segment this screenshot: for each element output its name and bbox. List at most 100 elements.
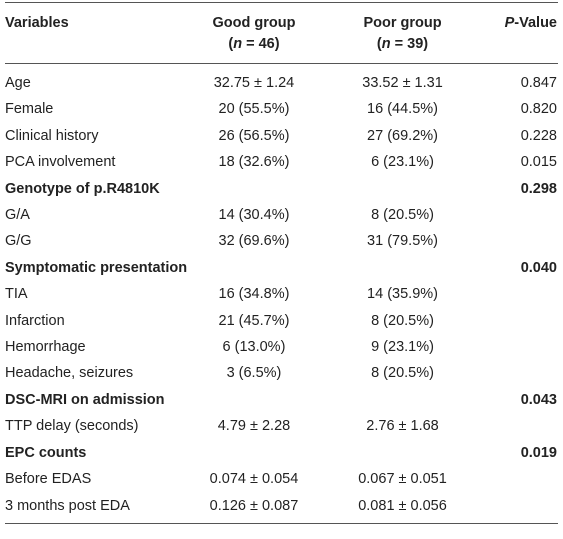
comparison-table: Variables Good group (n = 46) Poor group… (5, 2, 558, 524)
cell-variable: G/A (5, 207, 30, 224)
cell-good-group: 14 (30.4%) (218, 207, 290, 224)
cell-poor-group: 8 (20.5%) (371, 365, 434, 382)
cell-good-group: 16 (34.8%) (218, 286, 290, 303)
table-row: Headache, seizures 3 (6.5%) 8 (20.5%) (5, 360, 558, 386)
table-header: Variables Good group (n = 46) Poor group… (5, 2, 558, 64)
cell-p-value: 0.043 (520, 391, 557, 408)
cell-variable: Headache, seizures (5, 365, 134, 382)
cell-variable: Clinical history (5, 127, 99, 144)
cell-variable: EPC counts (5, 444, 87, 461)
cell-poor-group: 14 (35.9%) (367, 286, 438, 303)
cell-p-value (484, 228, 558, 254)
cell-p-value: 0.820 (520, 101, 557, 118)
cell-p-value (484, 360, 558, 386)
cell-poor-group (321, 440, 484, 466)
cell-good-group: 32.75 ± 1.24 (213, 75, 295, 91)
cell-poor-group: 31 (79.5%) (367, 233, 438, 250)
cell-poor-group: 9 (23.1%) (371, 339, 434, 356)
cell-poor-group: 6 (23.1%) (371, 154, 434, 171)
table-section-row: EPC counts 0.019 (5, 440, 558, 466)
cell-poor-group (321, 387, 484, 413)
cell-good-group: 21 (45.7%) (218, 312, 290, 329)
header-row: Variables Good group (n = 46) Poor group… (5, 2, 558, 64)
cell-poor-group: 8 (20.5%) (371, 312, 434, 329)
cell-p-value (484, 334, 558, 360)
cell-poor-group: 33.52 ± 1.31 (362, 75, 443, 91)
cell-variable: TIA (5, 286, 28, 303)
table-row: Age 32.75 ± 1.24 33.52 ± 1.31 0.847 (5, 64, 558, 97)
cell-poor-group: 0.067 ± 0.051 (358, 471, 447, 488)
table-row: G/G 32 (69.6%) 31 (79.5%) (5, 228, 558, 254)
table-row: Infarction 21 (45.7%) 8 (20.5%) (5, 308, 558, 334)
cell-variable: G/G (5, 233, 32, 250)
cell-good-group: 3 (6.5%) (226, 365, 282, 382)
cell-p-value: 0.040 (520, 259, 557, 276)
cell-variable: DSC-MRI on admission (5, 391, 165, 408)
table-section-row: Symptomatic presentation 0.040 (5, 255, 558, 281)
cell-variable: Age (5, 75, 31, 91)
table-body: Age 32.75 ± 1.24 33.52 ± 1.31 0.847 Female 20… (5, 64, 558, 524)
cell-p-value (484, 202, 558, 228)
table-section-row: Genotype of p.R4810K 0.298 (5, 176, 558, 202)
table-row: Clinical history 26 (56.5%) 27 (69.2%) 0.22… (5, 123, 558, 149)
table-row: TIA 16 (34.8%) 14 (35.9%) (5, 281, 558, 307)
cell-good-group (187, 176, 321, 202)
cell-variable: Female (5, 101, 54, 118)
cell-poor-group: 0.081 ± 0.056 (320, 492, 485, 524)
cell-variable: Infarction (5, 312, 65, 329)
cell-p-value: 0.847 (520, 75, 557, 91)
cell-poor-group (321, 176, 484, 202)
cell-good-group (187, 387, 321, 413)
header-poor-group-label: Poor group (363, 15, 442, 31)
cell-good-group: 0.074 ± 0.054 (209, 471, 299, 488)
cell-variable: Before EDAS (5, 471, 92, 488)
cell-variable: PCA involvement (5, 154, 116, 171)
cell-variable: Genotype of p.R4810K (5, 180, 160, 197)
cell-p-value: 0.019 (520, 444, 557, 461)
cell-p-value: 0.228 (520, 127, 557, 144)
header-poor-n-var: n (381, 36, 391, 52)
cell-p-value (484, 281, 558, 307)
cell-p-value: 0.015 (520, 154, 557, 171)
cell-good-group: 20 (55.5%) (218, 101, 290, 118)
cell-p-value (484, 466, 558, 492)
cell-poor-group: 8 (20.5%) (371, 207, 434, 224)
header-good-n-rest: = 46) (242, 36, 280, 52)
cell-p-value (484, 492, 558, 524)
cell-poor-group: 2.76 ± 1.68 (366, 418, 439, 435)
cell-p-value (484, 308, 558, 334)
cell-good-group: 26 (56.5%) (218, 127, 290, 144)
cell-poor-group: 27 (69.2%) (367, 127, 438, 144)
table-row: 3 months post EDA 0.126 ± 0.087 0.081 ± 0.… (5, 492, 558, 524)
header-variables-label: Variables (5, 15, 69, 31)
header-good-n-prefix: ( (228, 36, 234, 52)
header-p-rest: -Value (514, 15, 557, 31)
table-row: PCA involvement 18 (32.6%) 6 (23.1%) 0.015 (5, 149, 558, 175)
cell-good-group: 0.126 ± 0.087 (187, 492, 321, 524)
header-good-group: Good group (n = 46) (187, 2, 321, 64)
cell-variable: 3 months post EDA (5, 492, 188, 524)
table-row: Before EDAS 0.074 ± 0.054 0.067 ± 0.051 (5, 466, 558, 492)
cell-good-group (187, 255, 321, 281)
table-row: G/A 14 (30.4%) 8 (20.5%) (5, 202, 558, 228)
cell-variable: TTP delay (seconds) (5, 418, 139, 435)
table-row: Female 20 (55.5%) 16 (44.5%) 0.820 (5, 96, 558, 122)
header-good-group-label: Good group (212, 15, 296, 31)
cell-good-group (187, 440, 321, 466)
cell-poor-group (321, 255, 484, 281)
cell-good-group: 6 (13.0%) (222, 339, 286, 356)
cell-poor-group: 16 (44.5%) (367, 101, 438, 118)
header-p-letter: P (504, 15, 515, 31)
cell-good-group: 18 (32.6%) (218, 154, 290, 171)
header-variables: Variables (5, 2, 188, 64)
table-section-row: DSC-MRI on admission 0.043 (5, 387, 558, 413)
cell-p-value (484, 413, 558, 439)
header-poor-n-rest: = 39) (390, 36, 429, 52)
header-p-value: P-Value (484, 2, 558, 64)
header-poor-group: Poor group (n = 39) (320, 2, 485, 64)
table-row: Hemorrhage 6 (13.0%) 9 (23.1%) (5, 334, 558, 360)
cell-p-value: 0.298 (520, 180, 557, 197)
table-row: TTP delay (seconds) 4.79 ± 2.28 2.76 ± 1.6… (5, 413, 558, 439)
header-poor-n-prefix: ( (376, 36, 382, 52)
